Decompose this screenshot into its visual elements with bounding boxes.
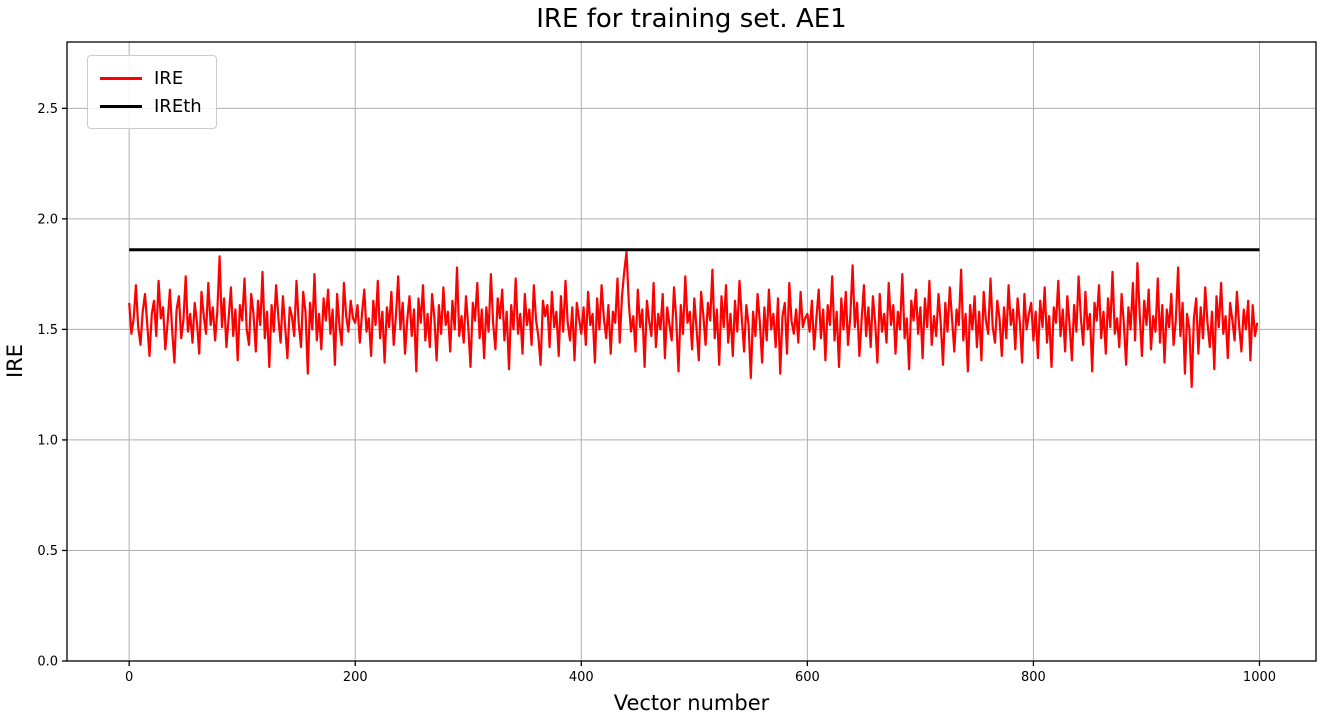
x-tick-label: 600	[795, 670, 820, 685]
legend-entry-ireth: IREth	[100, 92, 202, 120]
x-tick-label: 400	[569, 670, 594, 685]
x-tick-label: 800	[1021, 670, 1046, 685]
legend-label-ireth: IREth	[154, 95, 202, 117]
x-axis-label: Vector number	[613, 691, 770, 715]
x-tick-label: 1000	[1243, 670, 1276, 685]
y-tick-label: 0.0	[37, 655, 58, 670]
legend: IRE IREth	[87, 55, 217, 129]
y-axis-label: IRE	[3, 343, 27, 379]
axes-box	[66, 41, 1317, 662]
x-tick-label: 200	[343, 670, 368, 685]
y-tick-label: 0.5	[37, 544, 58, 559]
legend-entry-ire: IRE	[100, 64, 202, 92]
y-tick-label: 2.0	[37, 212, 58, 227]
legend-label-ire: IRE	[154, 67, 184, 89]
ire-line-swatch	[100, 76, 142, 80]
ireth-line-swatch	[100, 104, 142, 108]
y-tick-label: 1.0	[37, 433, 58, 448]
x-tick-label: 0	[125, 670, 133, 685]
chart-title: IRE for training set. AE1	[536, 4, 847, 34]
ire-line	[128, 250, 1259, 388]
y-tick-label: 1.5	[37, 323, 58, 338]
y-tick-label: 2.5	[37, 102, 58, 117]
